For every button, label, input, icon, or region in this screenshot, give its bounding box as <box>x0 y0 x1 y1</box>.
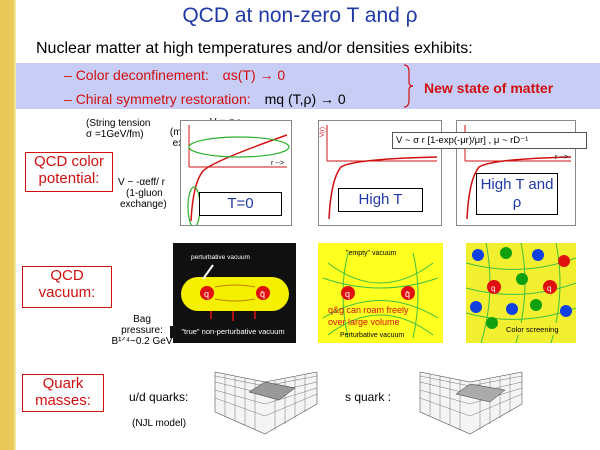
one-gluon-note: V ~ -αeff/ r (1-gluon exchange) <box>118 177 180 210</box>
bag-line1: Bag <box>133 314 151 325</box>
slide-subtitle: Nuclear matter at high temperatures and/… <box>36 40 473 57</box>
deconfined-vacuum-drawing: "empty" vacuum q q̄ q&g can roam freely … <box>322 250 439 339</box>
color-screening-drawing: q q Color screening <box>465 242 577 344</box>
quark-dot <box>543 280 557 294</box>
bullet-dash: – <box>64 67 72 83</box>
string-tension-line1: (String tension <box>86 118 151 129</box>
quark-label: q <box>204 289 209 299</box>
gluon-dot <box>472 249 484 261</box>
quark-label: q <box>345 289 350 299</box>
new-state-of-matter: New state of matter <box>424 80 554 96</box>
string-tension-line2: σ =1GeV/fm) <box>86 129 144 140</box>
masses-label-line2: masses: <box>35 392 91 409</box>
gluon-dot <box>470 301 482 313</box>
arrow-white <box>202 264 214 280</box>
gluon-dot <box>532 249 544 261</box>
bullet-color-deconfinement: – Color deconfinement: αs(T) → 0 <box>64 67 285 83</box>
bag-line2: pressure: <box>121 325 163 336</box>
njl-model-note: (NJL model) <box>132 418 187 429</box>
panel-label-t0: T=0 <box>199 192 282 216</box>
perturbative-vacuum-text: perturbative vacuum <box>191 254 250 261</box>
antiquark-dot <box>401 286 415 300</box>
roam-line1: q&g can roam freely <box>328 305 409 315</box>
gluon-dot <box>500 247 512 259</box>
potential-label: QCD color potential: <box>25 152 113 192</box>
bullet-text: Color deconfinement: <box>75 67 209 83</box>
potential-curve <box>190 134 288 222</box>
potential-curve <box>328 156 438 220</box>
bag-pressure-note: Bag pressure: B¹ᐟ⁴~0.2 GeV <box>110 314 174 347</box>
axis-v-label: V(r) <box>320 127 326 137</box>
bag-line3: B¹ᐟ⁴~0.2 GeV <box>111 336 173 347</box>
empty-vacuum-text: "empty" vacuum <box>346 250 397 257</box>
gluon-dot <box>506 303 518 315</box>
potential-curve <box>466 156 572 220</box>
s-mass-surface-plot <box>419 371 523 435</box>
bullet-band <box>16 63 600 109</box>
axis-r-label: r --> <box>271 160 284 167</box>
vacuum-label: QCD vacuum: <box>22 266 112 308</box>
bullet-formula: αs(T) → 0 <box>222 67 286 83</box>
antiquark-label: q̄ <box>405 289 410 299</box>
masses-label-line1: Quark <box>42 375 84 392</box>
string-tension-note: (String tension σ =1GeV/fm) <box>86 118 150 140</box>
one-gluon-line3: exchange) <box>120 199 167 210</box>
ud-mass-surface-plot <box>214 371 318 435</box>
color-screening-text: Color screening <box>506 325 559 334</box>
quark-label: q <box>547 284 551 293</box>
masses-label: Quark masses: <box>22 374 104 412</box>
left-decorative-stripe <box>0 0 14 450</box>
potential-label-line1: QCD color <box>33 153 104 170</box>
bullet-chiral-symmetry: – Chiral symmetry restoration: mq (T,ρ) … <box>64 91 346 107</box>
gluon-dot <box>560 305 572 317</box>
ud-quarks-label: u/d quarks: <box>129 390 189 404</box>
deconfined-vacuum-figure: "empty" vacuum q q̄ q&g can roam freely … <box>318 243 443 343</box>
bullet-text: Chiral symmetry restoration: <box>75 91 251 107</box>
bag-vacuum-drawing: perturbative vacuum q q̄ <box>181 254 289 321</box>
potential-label-line2: potential: <box>38 170 100 187</box>
axis-r-label: r --> <box>555 154 568 161</box>
slide-title: QCD at non-zero T and ρ <box>182 4 418 27</box>
panel-label-high-t: High T <box>338 188 423 212</box>
bullet-dash: – <box>64 91 72 107</box>
s-quark-label: s quark : <box>345 390 392 404</box>
vacuum-label-line1: QCD <box>50 267 84 284</box>
quark-label: q <box>491 284 495 293</box>
quark-dot <box>200 286 214 300</box>
left-decorative-stripe-light <box>14 0 16 450</box>
brace-icon <box>403 64 413 108</box>
gluon-dot <box>486 317 498 329</box>
screened-potential-formula: V ~ σ r [1-exp(-μr)/μr] , μ ~ rD⁻¹ <box>392 132 587 149</box>
bag-shape <box>181 277 289 311</box>
antiquark-label: q̄ <box>260 289 265 299</box>
one-gluon-line1: V ~ -αeff/ r <box>118 177 166 188</box>
color-screening-figure: q q Color screening <box>465 242 577 344</box>
gluon-dot <box>516 273 528 285</box>
panel-label-high-t-rho: High T and ρ <box>476 173 558 215</box>
roam-line2: over large volume <box>328 317 400 327</box>
bullet-formula: mq (T,ρ) → 0 <box>264 91 346 107</box>
quark-dot <box>341 286 355 300</box>
antiquark-dot <box>256 286 270 300</box>
vacuum-label-line2: vacuum: <box>38 284 96 301</box>
gluon-dot <box>558 255 570 267</box>
field-lines <box>322 262 439 336</box>
gluon-dot <box>530 299 542 311</box>
multi-gluon-ellipse <box>188 136 290 158</box>
one-gluon-line2: (1-gluon <box>126 188 163 199</box>
screening-label-bg <box>502 323 572 335</box>
quark-dot <box>487 280 501 294</box>
true-vacuum-text: "true" non-perturbative vacuum <box>170 326 296 338</box>
perturbative-vacuum-text: Perturbative vacuum <box>340 332 404 339</box>
flux-lines <box>214 284 256 302</box>
